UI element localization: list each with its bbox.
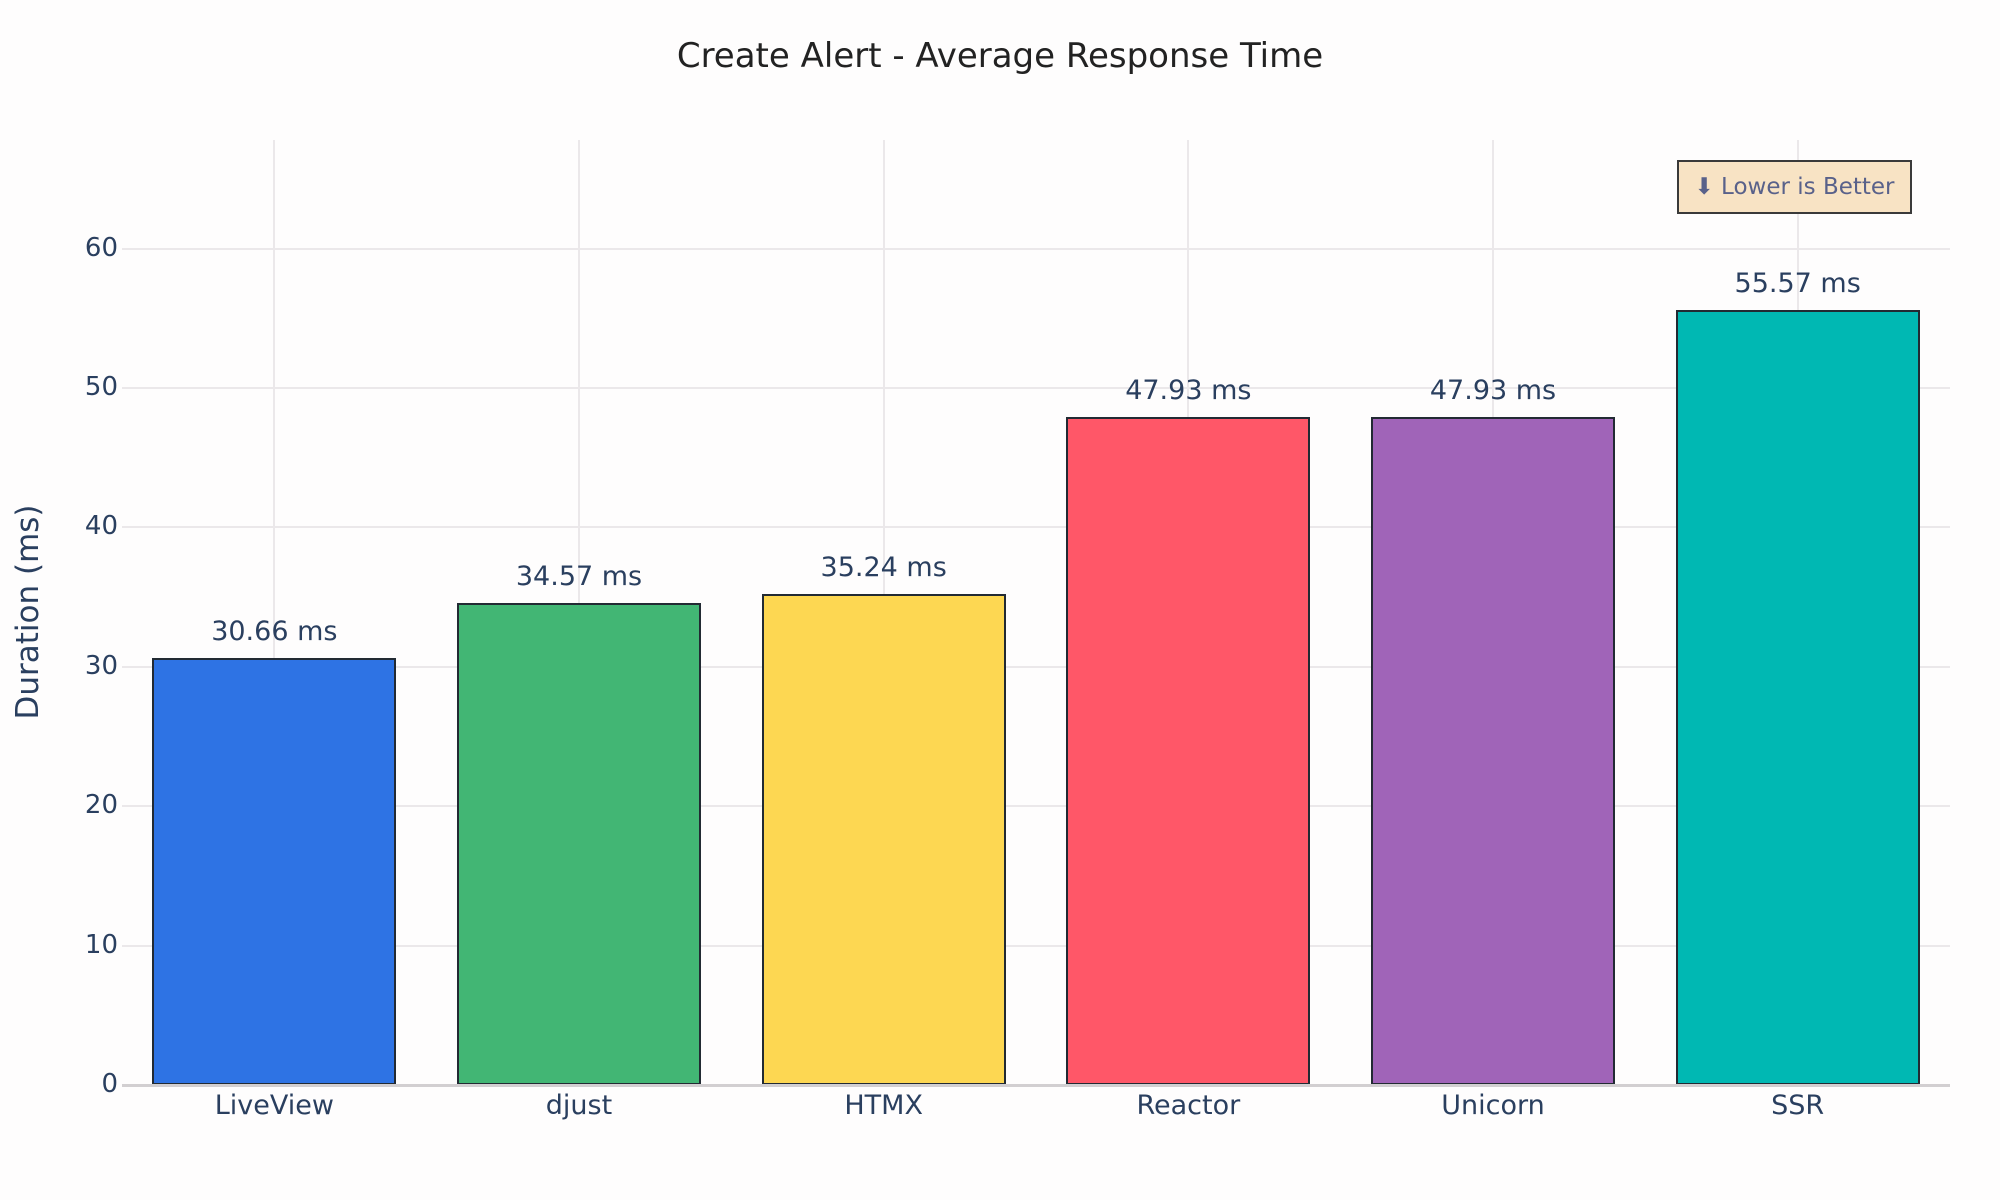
bar-djust <box>457 603 701 1085</box>
gridline-y-30 <box>122 665 1950 668</box>
bar-liveview <box>152 657 397 1085</box>
bar-value-label: 47.93 ms <box>1429 374 1557 406</box>
x-tick-label: Unicorn <box>1441 1090 1545 1121</box>
bar-value-label: 35.24 ms <box>820 551 947 583</box>
gridline-y-50 <box>122 387 1950 389</box>
gridline-y-10 <box>122 944 1950 947</box>
bar-value-label: 55.57 ms <box>1734 268 1861 300</box>
y-tick-label: 40 <box>84 511 118 542</box>
gridline-y-20 <box>122 805 1950 808</box>
y-tick-label: 30 <box>84 650 118 681</box>
bar-value-label: 34.57 ms <box>515 561 643 593</box>
bar-ssr <box>1675 310 1920 1085</box>
bar-htmx <box>761 593 1006 1085</box>
x-tick-label: djust <box>545 1090 613 1121</box>
gridline-y-40 <box>122 526 1950 529</box>
y-tick-label: 0 <box>101 1069 118 1099</box>
y-tick-label: 60 <box>84 232 118 263</box>
x-tick-label: LiveView <box>214 1090 334 1121</box>
x-tick-label: SSR <box>1771 1090 1825 1121</box>
bar-value-label: 47.93 ms <box>1125 374 1252 406</box>
bar-reactor <box>1066 416 1311 1085</box>
x-axis-line <box>122 1084 1950 1087</box>
gridline-x <box>273 140 276 1085</box>
y-tick-label: 50 <box>84 372 118 402</box>
gridline-y-60 <box>122 247 1950 250</box>
y-tick-label: 10 <box>84 929 118 960</box>
x-tick-label: HTMX <box>844 1090 923 1121</box>
x-tick-label: Reactor <box>1136 1090 1241 1121</box>
chart-title: Create Alert - Average Response Time <box>676 36 1324 76</box>
bar-unicorn <box>1371 416 1615 1085</box>
y-tick-label: 20 <box>84 790 118 821</box>
bar-value-label: 30.66 ms <box>211 615 338 647</box>
plot-area <box>122 140 1950 1087</box>
lower-is-better-annotation: ⬇ Lower is Better <box>1677 160 1912 214</box>
